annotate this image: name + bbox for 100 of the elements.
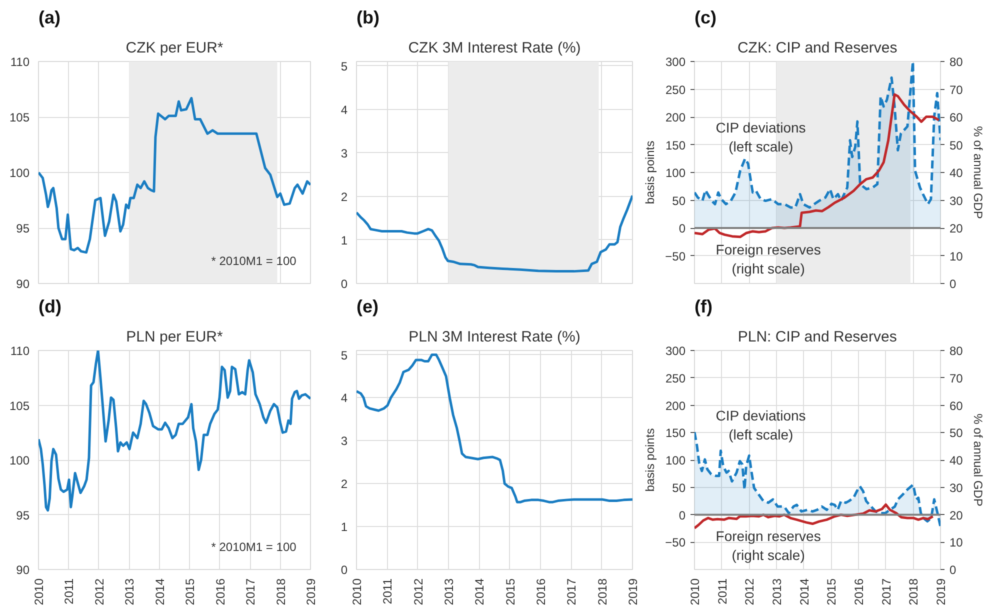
y-tick-label: 0 — [678, 222, 686, 236]
line-series — [356, 354, 632, 504]
line-series — [356, 194, 632, 273]
line-series — [38, 350, 310, 512]
x-tick-label: 2013 — [442, 578, 456, 606]
y2-tick-label: 40 — [950, 454, 964, 468]
y-tick-label: 90 — [16, 563, 30, 577]
annotation: Foreign reserves (right scale) — [716, 241, 821, 277]
x-tick-label: 2017 — [879, 578, 894, 606]
y-tick-label: 50 — [672, 480, 686, 495]
y-tick-label: 5 — [340, 348, 348, 362]
y2-tick-label: 60 — [950, 110, 964, 124]
annotation: * 2010M1 = 100 — [211, 254, 297, 268]
y-axis-title: basis points — [643, 140, 658, 204]
y-tick-label: 100 — [9, 166, 30, 180]
y-tick-label: 300 — [665, 55, 686, 69]
y-tick-label: 250 — [665, 82, 686, 97]
y-axis-title: basis points — [643, 428, 658, 492]
annotation: * 2010M1 = 100 — [211, 540, 297, 554]
annotation: CIP deviations (left scale) — [716, 407, 806, 443]
y-tick-label: 95 — [16, 508, 30, 522]
x-tick-label: 2011 — [62, 578, 76, 604]
y2-tick-label: 20 — [950, 222, 964, 236]
x-tick-label: 2016 — [852, 578, 866, 606]
y-tick-label: 4 — [340, 391, 348, 406]
y2-tick-label: 80 — [950, 55, 964, 69]
x-tick-label: 2015 — [503, 578, 518, 606]
y2-tick-label: 30 — [950, 480, 964, 495]
x-tick-label: 2014 — [152, 578, 167, 606]
y-tick-label: 105 — [9, 398, 30, 413]
y-tick-label: 105 — [9, 110, 30, 124]
y-tick-label: 200 — [665, 110, 686, 124]
x-tick-label: 2018 — [595, 578, 610, 606]
y2-axis-title: % of annual GDP — [970, 126, 985, 219]
y-tick-label: 1 — [340, 233, 348, 248]
x-tick-label: 2010 — [32, 578, 46, 606]
y-tick-label: 3 — [340, 146, 348, 160]
y-tick-label: 100 — [665, 454, 686, 468]
y-tick-label: 2 — [340, 477, 348, 492]
x-tick-label: 2012 — [411, 578, 426, 606]
x-tick-label: 2012 — [742, 578, 757, 606]
x-tick-label: 2013 — [770, 578, 784, 606]
text: (f) — [694, 296, 712, 316]
y-tick-label: 0 — [340, 563, 348, 577]
y-tick-label: 5 — [340, 59, 348, 74]
x-tick-label: 2017 — [244, 578, 258, 606]
y-tick-label: 90 — [16, 277, 30, 291]
annotation: Foreign reserves (right scale) — [716, 528, 821, 564]
y-tick-label: 0 — [678, 508, 686, 522]
chart-title: PLN per EUR* — [126, 328, 224, 346]
y2-tick-label: 10 — [950, 249, 964, 264]
line-series — [694, 93, 940, 238]
annotation: CIP deviations (left scale) — [716, 119, 806, 155]
y-tick-label: 0 — [340, 277, 348, 291]
y-tick-label: 3 — [340, 434, 348, 448]
x-tick-label: 2012 — [92, 578, 106, 606]
y-tick-label: 110 — [10, 344, 30, 358]
x-tick-label: 2018 — [274, 578, 288, 606]
x-tick-label: 2010 — [688, 578, 702, 606]
y-tick-label: 1 — [340, 520, 348, 534]
y2-tick-label: 30 — [950, 194, 964, 208]
x-tick-label: 2019 — [626, 578, 640, 606]
x-tick-label: 2011 — [380, 578, 395, 604]
y-tick-label: 250 — [665, 371, 686, 386]
y-tick-label: 150 — [665, 426, 686, 440]
y-tick-label: 100 — [9, 454, 30, 468]
y-tick-label: 95 — [16, 222, 30, 236]
y2-tick-label: 0 — [950, 563, 956, 577]
x-tick-label: 2016 — [534, 578, 548, 606]
chart-title: CZK: CIP and Reserves — [737, 40, 898, 56]
y2-tick-label: 50 — [950, 426, 964, 440]
y2-tick-label: 60 — [950, 398, 964, 413]
y2-tick-label: 20 — [950, 508, 964, 522]
x-tick-label: 2018 — [906, 578, 921, 606]
y-tick-label: 100 — [665, 166, 686, 180]
y2-tick-label: 10 — [950, 536, 964, 550]
x-tick-label: 2014 — [472, 578, 487, 606]
text: (b) — [356, 8, 380, 28]
x-tick-label: 2015 — [824, 578, 839, 606]
x-tick-label: 2019 — [304, 578, 318, 606]
x-tick-label: 2016 — [213, 578, 228, 606]
text: (d) — [38, 296, 62, 316]
x-tick-label: 2019 — [934, 578, 948, 606]
x-tick-label: 2015 — [183, 578, 198, 606]
y-tick-label: 50 — [672, 194, 686, 208]
y2-axis-title: % of annual GDP — [970, 414, 985, 506]
chart-title: CZK per EUR* — [126, 40, 224, 56]
x-tick-label: 2017 — [564, 578, 579, 606]
text: (e) — [356, 296, 379, 316]
chart-title: PLN: CIP and Reserves — [738, 328, 897, 346]
y-tick-label: 2 — [340, 190, 348, 204]
y-tick-label: 110 — [10, 55, 30, 69]
y-tick-label: 4 — [340, 102, 348, 117]
y2-tick-label: 70 — [950, 371, 964, 386]
y2-tick-label: 70 — [950, 82, 964, 97]
x-tick-label: 2013 — [122, 578, 137, 606]
line-series — [38, 96, 310, 254]
x-tick-label: 2011 — [715, 578, 730, 604]
y-tick-label: 300 — [665, 344, 686, 358]
y-tick-label: −50 — [665, 536, 686, 550]
